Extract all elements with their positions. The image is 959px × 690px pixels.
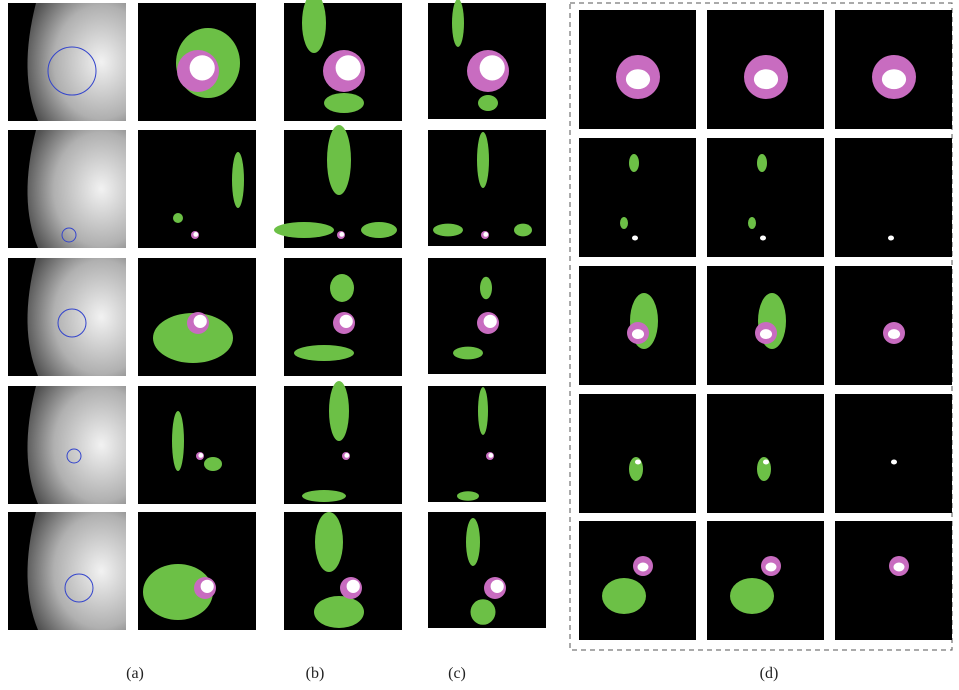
image-grid [8, 0, 952, 640]
green-region [748, 217, 756, 229]
lesion-overlap [339, 232, 344, 237]
image-tile [138, 386, 256, 504]
lesion-overlap [635, 460, 641, 465]
lesion-overlap [888, 329, 900, 339]
green-region [294, 345, 354, 361]
green-region [314, 596, 364, 628]
panel-label: (b) [306, 665, 325, 682]
lesion-overlap [488, 453, 493, 458]
green-region [457, 491, 479, 501]
lesion-overlap [632, 329, 644, 339]
lesion-overlap [632, 236, 638, 241]
green-region [274, 222, 334, 238]
lesion-overlap [760, 236, 766, 241]
green-region [514, 224, 532, 237]
lesion-overlap [763, 460, 769, 465]
green-region [477, 132, 489, 188]
green-region [204, 457, 222, 471]
green-region [602, 578, 646, 614]
panel-label: (c) [448, 665, 466, 682]
green-region [172, 411, 184, 471]
lesion-overlap [638, 563, 649, 572]
lesion-overlap [193, 232, 198, 237]
lesion-overlap [480, 55, 505, 80]
image-tile [707, 521, 824, 640]
green-region [478, 387, 488, 435]
green-region [620, 217, 628, 229]
mammogram [27, 258, 126, 376]
green-region [232, 152, 244, 208]
green-region [324, 93, 364, 113]
lesion-overlap [201, 580, 214, 593]
lesion-overlap [483, 232, 488, 237]
green-region [471, 599, 496, 625]
green-region [629, 154, 639, 172]
green-region [315, 512, 343, 572]
green-region [466, 518, 480, 566]
figure: (a) (b) (c) (d) [0, 0, 959, 690]
lesion-overlap [888, 236, 894, 241]
green-region [302, 490, 346, 502]
green-region [478, 95, 498, 111]
mammogram [27, 512, 126, 630]
lesion-overlap [336, 55, 361, 80]
lesion-overlap [194, 315, 207, 328]
mammogram [27, 3, 126, 121]
green-region [433, 224, 463, 237]
green-region [327, 125, 351, 195]
lesion-overlap [882, 69, 906, 89]
green-region [453, 347, 483, 360]
lesion-overlap [894, 563, 905, 572]
lesion-overlap [891, 460, 897, 465]
green-region [757, 154, 767, 172]
green-region [330, 274, 354, 302]
mammogram [27, 130, 126, 248]
lesion-overlap [766, 563, 777, 572]
lesion-overlap [760, 329, 772, 339]
panel-label: (a) [126, 665, 144, 682]
lesion-overlap [754, 69, 778, 89]
green-region [329, 381, 349, 441]
lesion-overlap [484, 315, 497, 328]
image-tile [835, 521, 952, 640]
lesion-overlap [626, 69, 650, 89]
green-region [361, 222, 397, 238]
lesion-overlap [491, 580, 504, 593]
green-region [730, 578, 774, 614]
lesion-overlap [344, 453, 349, 458]
image-tile [579, 521, 696, 640]
green-region [173, 213, 183, 223]
green-region [480, 277, 492, 299]
green-region [452, 0, 464, 47]
image-tile [835, 394, 952, 513]
panel-label: (d) [760, 665, 779, 682]
lesion-overlap [340, 315, 353, 328]
lesion-overlap [190, 55, 215, 80]
image-tile [579, 394, 696, 513]
lesion-overlap [347, 580, 360, 593]
lesion-overlap [198, 453, 203, 458]
mammogram [27, 386, 126, 504]
image-tile [707, 394, 824, 513]
